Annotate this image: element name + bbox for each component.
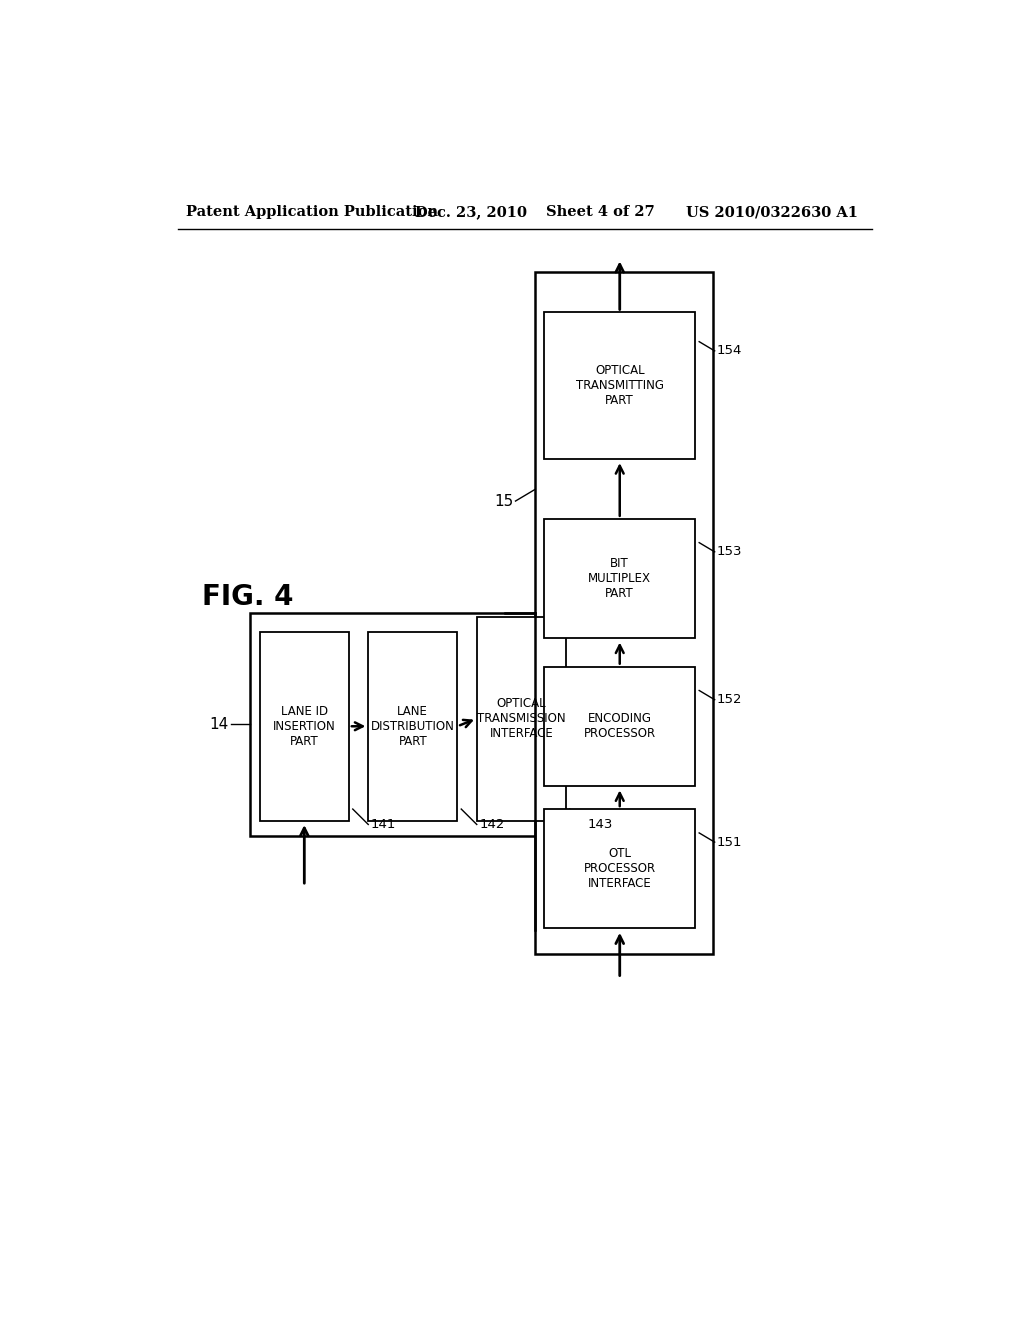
- Text: 151: 151: [717, 836, 742, 849]
- Text: LANE
DISTRIBUTION
PART: LANE DISTRIBUTION PART: [371, 705, 455, 747]
- Text: US 2010/0322630 A1: US 2010/0322630 A1: [686, 206, 858, 219]
- Bar: [251, 612, 572, 836]
- Text: ENCODING
PROCESSOR: ENCODING PROCESSOR: [584, 713, 655, 741]
- Bar: [260, 632, 349, 821]
- Text: 141: 141: [371, 818, 396, 832]
- Text: Patent Application Publication: Patent Application Publication: [186, 206, 438, 219]
- Text: 15: 15: [494, 494, 513, 508]
- Bar: [544, 313, 695, 459]
- Text: 153: 153: [717, 545, 742, 558]
- Bar: [544, 809, 695, 928]
- Text: LANE ID
INSERTION
PART: LANE ID INSERTION PART: [273, 705, 336, 747]
- Text: FIG. 4: FIG. 4: [203, 583, 294, 611]
- Bar: [544, 519, 695, 638]
- Text: 154: 154: [717, 345, 742, 358]
- Bar: [535, 272, 713, 954]
- Text: 14: 14: [210, 717, 228, 731]
- Text: 143: 143: [588, 818, 613, 832]
- Text: 142: 142: [479, 818, 505, 832]
- Bar: [369, 632, 458, 821]
- Text: 152: 152: [717, 693, 742, 706]
- Text: Dec. 23, 2010: Dec. 23, 2010: [415, 206, 526, 219]
- Bar: [544, 667, 695, 785]
- Bar: [477, 616, 566, 821]
- Text: OPTICAL
TRANSMITTING
PART: OPTICAL TRANSMITTING PART: [575, 364, 664, 407]
- Text: OTL
PROCESSOR
INTERFACE: OTL PROCESSOR INTERFACE: [584, 847, 655, 890]
- Text: OPTICAL
TRANSMISSION
INTERFACE: OPTICAL TRANSMISSION INTERFACE: [477, 697, 565, 741]
- Text: Sheet 4 of 27: Sheet 4 of 27: [547, 206, 655, 219]
- Text: BIT
MULTIPLEX
PART: BIT MULTIPLEX PART: [588, 557, 651, 599]
